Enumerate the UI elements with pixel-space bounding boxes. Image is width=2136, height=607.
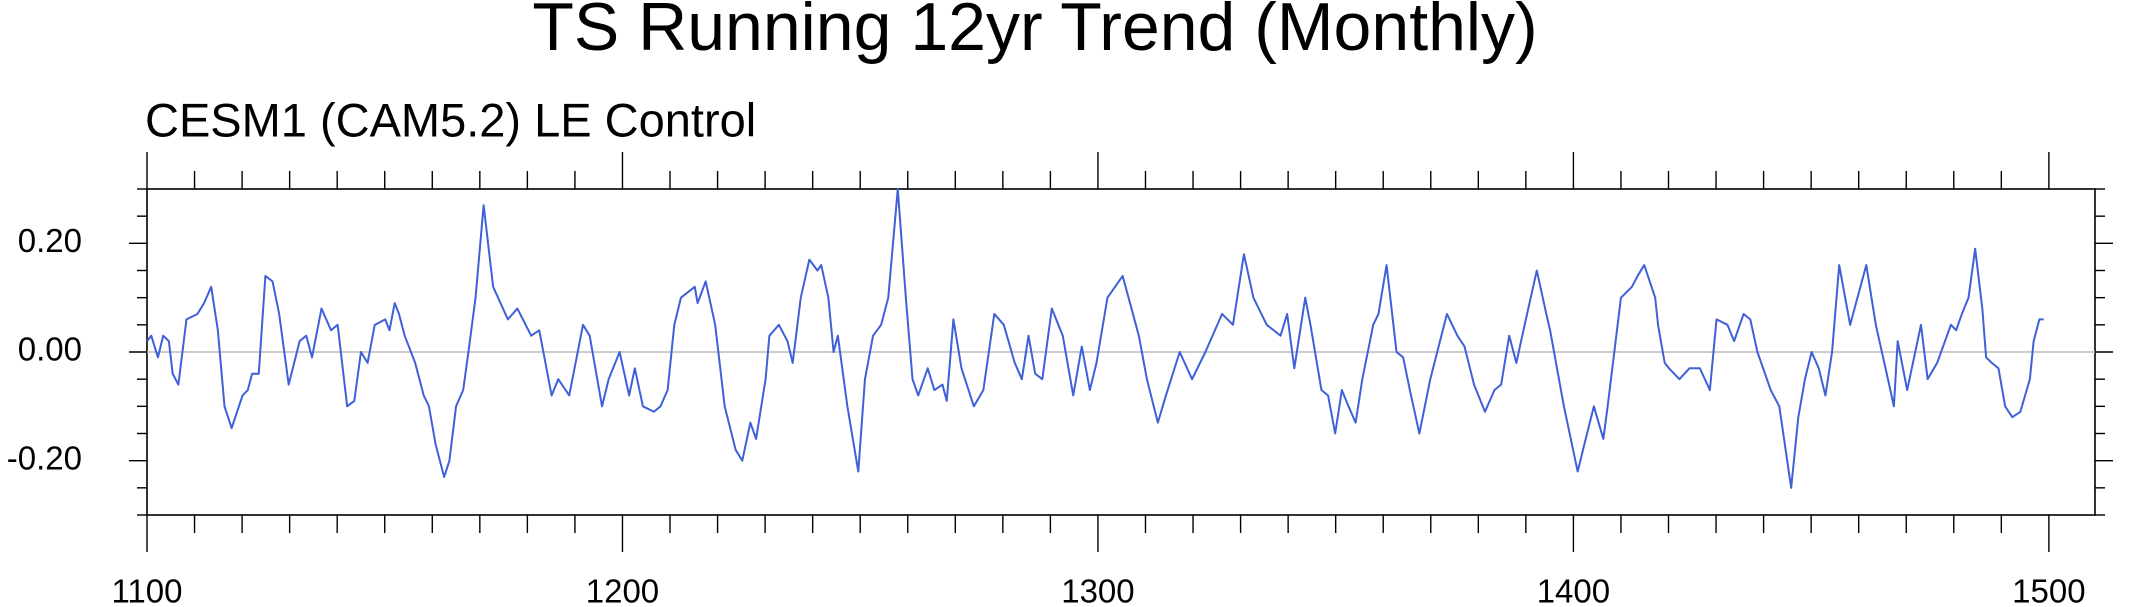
x-tick-label: 1400 <box>1537 573 1610 607</box>
x-tick-label: 1200 <box>586 573 659 607</box>
y-tick-label: 0.20 <box>18 222 82 259</box>
y-tick-label: 0.00 <box>18 331 82 368</box>
y-tick-label: -0.20 <box>7 439 82 476</box>
chart-title: TS Running 12yr Trend (Monthly) <box>532 0 1537 65</box>
chart-subtitle: CESM1 (CAM5.2) LE Control <box>145 93 756 146</box>
x-tick-label: 1100 <box>112 573 183 607</box>
x-tick-label: 1500 <box>2012 573 2085 607</box>
data-line <box>146 188 2044 489</box>
x-tick-label: 1300 <box>1061 573 1134 607</box>
